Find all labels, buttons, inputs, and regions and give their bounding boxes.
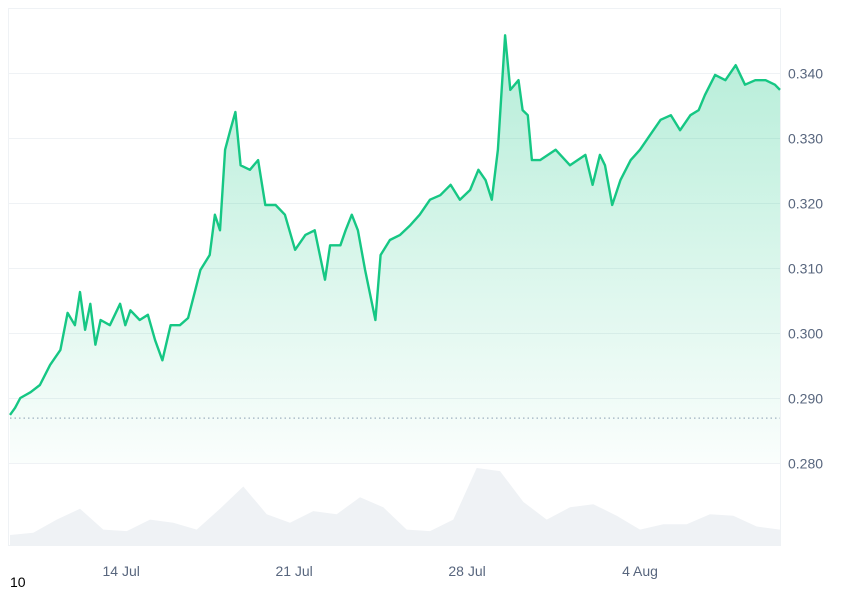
corner-label: 10	[10, 574, 26, 590]
x-tick-label: 28 Jul	[448, 563, 485, 579]
y-tick-label: 0.310	[788, 261, 823, 277]
price-line	[9, 34, 781, 416]
y-axis: 0.340 0.330 0.320 0.310 0.300 0.290 0.280	[788, 66, 823, 472]
y-tick-label: 0.330	[788, 131, 823, 147]
x-tick-label: 4 Aug	[622, 563, 658, 579]
y-tick-label: 0.340	[788, 66, 823, 82]
plot-frame	[8, 8, 781, 546]
x-tick-label: 14 Jul	[102, 563, 139, 579]
x-axis: 14 Jul 21 Jul 28 Jul 4 Aug	[102, 563, 657, 579]
y-tick-label: 0.300	[788, 326, 823, 342]
volume-bars	[10, 468, 780, 545]
y-tick-label: 0.280	[788, 456, 823, 472]
price-area-fill	[10, 35, 780, 464]
x-tick-label: 21 Jul	[275, 563, 312, 579]
y-tick-label: 0.290	[788, 391, 823, 407]
y-tick-label: 0.320	[788, 196, 823, 212]
volume-area	[10, 468, 780, 545]
